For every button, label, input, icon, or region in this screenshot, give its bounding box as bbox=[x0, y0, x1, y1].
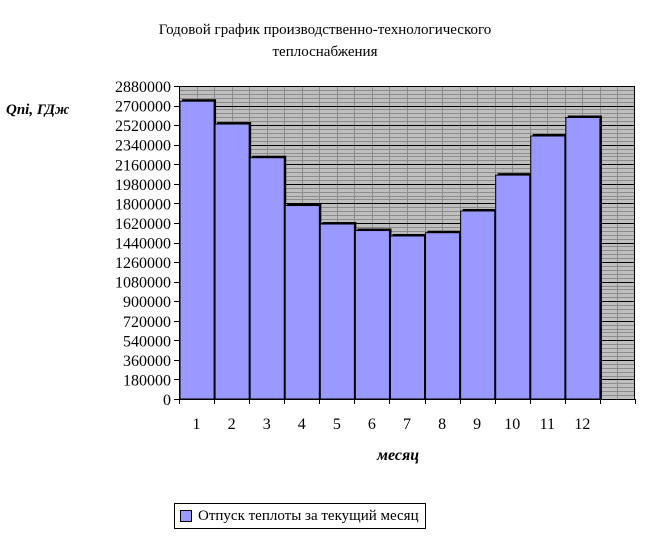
y-tick-label: 2160000 bbox=[115, 157, 171, 174]
bar bbox=[179, 100, 215, 400]
y-tick-label: 360000 bbox=[123, 353, 171, 370]
bar bbox=[389, 235, 426, 400]
y-tick-label: 2340000 bbox=[115, 138, 171, 155]
bar bbox=[354, 230, 390, 400]
y-tick-label: 1980000 bbox=[115, 177, 171, 194]
x-tick-label: 1 bbox=[193, 416, 201, 433]
x-tick-label: 10 bbox=[504, 416, 520, 433]
bar bbox=[319, 223, 355, 400]
y-tick-label: 1620000 bbox=[115, 216, 171, 233]
bar bbox=[495, 174, 531, 400]
legend-label: Отпуск теплоты за текущий месяц bbox=[198, 507, 419, 524]
bar bbox=[460, 210, 496, 400]
x-tick-label: 2 bbox=[228, 416, 236, 433]
y-tick-label: 2700000 bbox=[115, 99, 171, 116]
bar bbox=[214, 123, 250, 400]
bar bbox=[284, 205, 320, 400]
x-tick-label: 6 bbox=[368, 416, 376, 433]
y-tick-label: 720000 bbox=[123, 314, 171, 331]
y-axis-label: Qni, ГДж bbox=[6, 102, 70, 118]
y-tick-label: 1440000 bbox=[115, 236, 171, 253]
y-tick-label: 2520000 bbox=[115, 118, 171, 135]
x-tick-label: 4 bbox=[298, 416, 306, 433]
y-tick-label: 0 bbox=[163, 392, 171, 409]
x-tick-label: 3 bbox=[263, 416, 271, 433]
bar bbox=[249, 157, 285, 400]
bar bbox=[565, 117, 601, 400]
bar bbox=[425, 232, 461, 400]
y-tick-label: 1260000 bbox=[115, 255, 171, 272]
x-tick-label: 11 bbox=[540, 416, 555, 433]
x-axis-label: месяц bbox=[377, 447, 420, 464]
legend: Отпуск теплоты за текущий месяц bbox=[174, 503, 426, 529]
bar bbox=[530, 135, 566, 400]
x-tick-label: 5 bbox=[333, 416, 341, 433]
y-tick-label: 1800000 bbox=[115, 196, 171, 213]
y-tick-label: 1080000 bbox=[115, 275, 171, 292]
x-tick-label: 9 bbox=[473, 416, 481, 433]
y-tick-label: 180000 bbox=[123, 372, 171, 389]
y-tick-label: 900000 bbox=[123, 294, 171, 311]
x-tick-label: 7 bbox=[403, 416, 411, 433]
y-tick-label: 2880000 bbox=[115, 79, 171, 96]
x-tick-label: 12 bbox=[574, 416, 590, 433]
y-tick-label: 540000 bbox=[123, 333, 171, 350]
chart-title-line-2: теплоснабжения bbox=[272, 44, 378, 60]
x-tick-label: 8 bbox=[438, 416, 446, 433]
legend-swatch bbox=[180, 510, 192, 522]
chart-title-line-1: Годовой график производственно-технологи… bbox=[158, 22, 492, 38]
